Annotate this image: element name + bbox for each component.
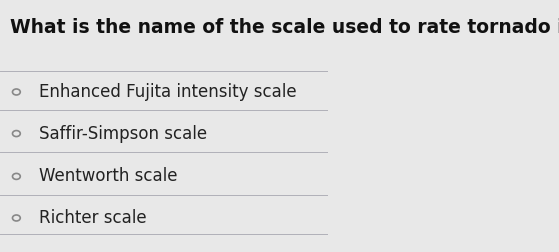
Text: Wentworth scale: Wentworth scale	[39, 167, 178, 185]
Text: Enhanced Fujita intensity scale: Enhanced Fujita intensity scale	[39, 83, 297, 101]
Text: What is the name of the scale used to rate tornado intensity?: What is the name of the scale used to ra…	[10, 18, 559, 37]
Text: Richter scale: Richter scale	[39, 209, 147, 227]
Text: Saffir-Simpson scale: Saffir-Simpson scale	[39, 124, 207, 143]
